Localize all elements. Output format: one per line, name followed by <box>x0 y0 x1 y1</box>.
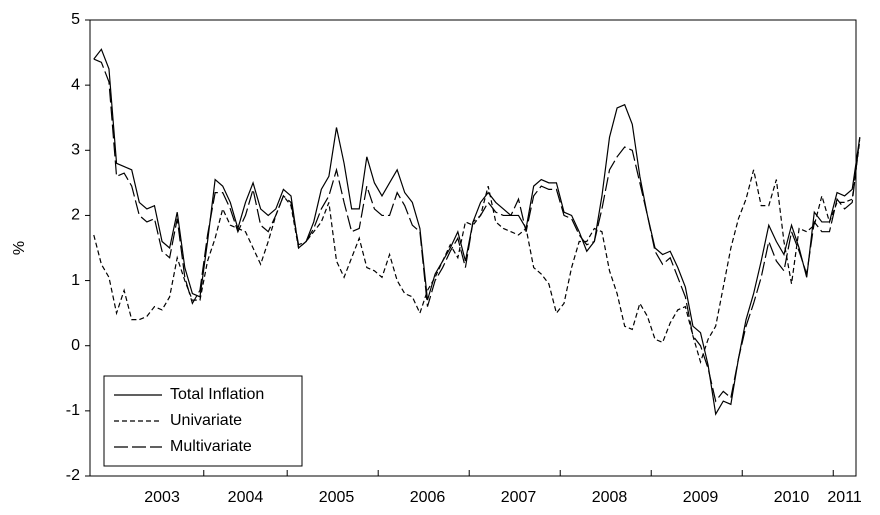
x-tick-label: 2009 <box>683 489 719 506</box>
y-tick-label: 5 <box>71 11 80 28</box>
series-line <box>93 48 861 416</box>
x-tick-label: 2010 <box>774 489 810 506</box>
y-tick-label: 2 <box>71 207 80 224</box>
x-tick-label: 2005 <box>319 489 355 506</box>
x-tick-label: 2007 <box>501 489 537 506</box>
y-tick-label: 4 <box>71 76 80 93</box>
x-tick-label: 2003 <box>144 489 180 506</box>
x-tick-label: 2011 <box>827 489 862 506</box>
y-tick-label: 1 <box>71 272 80 289</box>
y-tick-label: 3 <box>71 142 80 159</box>
series-line <box>93 58 861 403</box>
series-line <box>93 140 861 365</box>
x-tick-label: 2006 <box>410 489 446 506</box>
x-tick-label: 2008 <box>592 489 628 506</box>
legend-box <box>103 375 303 467</box>
x-tick-label: 2004 <box>228 489 264 506</box>
legend-label: Univariate <box>170 412 242 429</box>
y-tick-label: 0 <box>71 337 80 354</box>
y-tick-label: -2 <box>66 467 80 484</box>
legend: Total Inflation Univariate Multivariate <box>103 375 303 467</box>
legend-label: Total Inflation <box>170 386 264 403</box>
legend-label: Multivariate <box>170 438 252 455</box>
y-tick-label: -1 <box>66 402 80 419</box>
plot-frame <box>89 19 857 477</box>
y-axis-label: % <box>11 241 28 255</box>
